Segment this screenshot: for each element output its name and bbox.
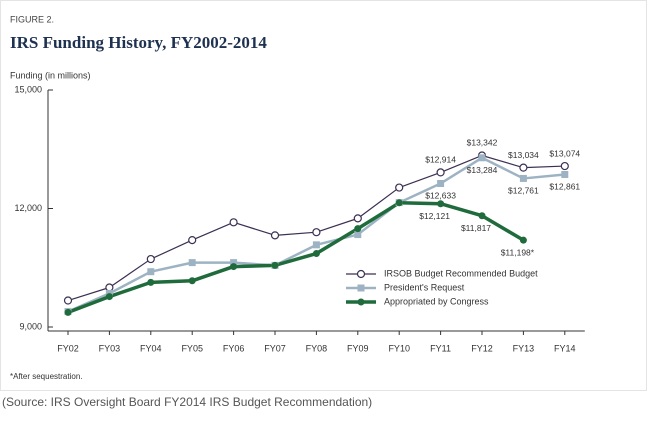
- data-point: [478, 212, 486, 220]
- y-tick-label: 9,000: [19, 321, 42, 331]
- x-tick-label: FY02: [57, 343, 79, 353]
- data-label: $12,633: [425, 191, 456, 201]
- data-point: [229, 218, 238, 227]
- data-point: [437, 179, 445, 187]
- data-point: [146, 254, 155, 264]
- data-label: $12,121: [419, 211, 450, 221]
- x-tick-label: FY07: [264, 343, 286, 353]
- footnote: *After sequestration.: [10, 372, 82, 381]
- data-point: [436, 168, 445, 177]
- data-point: [312, 228, 321, 237]
- data-point: [395, 199, 403, 207]
- data-point: [519, 163, 528, 172]
- data-point: [561, 170, 569, 178]
- data-label: $11,817: [461, 223, 491, 233]
- data-point: [147, 268, 155, 276]
- data-point: [353, 214, 362, 223]
- data-point: [312, 250, 320, 258]
- legend-box: [340, 264, 564, 310]
- legend-marker: [356, 269, 366, 279]
- x-tick-label: FY08: [306, 343, 328, 353]
- x-tick-label: FY09: [347, 343, 369, 353]
- data-point: [63, 296, 73, 305]
- chart-frame: [0, 0, 647, 391]
- legend-label: President's Request: [384, 282, 465, 292]
- data-point: [188, 259, 196, 267]
- data-point: [437, 200, 445, 208]
- legend: [340, 264, 564, 310]
- x-tick-label: FY10: [388, 343, 410, 353]
- data-point: [354, 225, 362, 233]
- data-point: [519, 174, 527, 182]
- data-point: [147, 278, 155, 286]
- data-label: $12,914: [425, 155, 456, 165]
- data-label: $11,198*: [501, 247, 535, 257]
- x-tick-label: FY14: [554, 343, 576, 353]
- y-tick-label: 15,000: [14, 84, 42, 94]
- data-point: [230, 259, 238, 267]
- x-tick-label: FY04: [140, 343, 162, 353]
- data-point: [519, 236, 527, 244]
- series-line: [67, 201, 525, 315]
- data-label: $12,761: [508, 186, 539, 196]
- data-point: [230, 263, 238, 271]
- data-point: [312, 241, 320, 249]
- chart-title: IRS Funding History, FY2002-2014: [10, 33, 267, 52]
- data-point: [188, 236, 197, 245]
- data-label: $13,284: [467, 165, 498, 175]
- x-tick-label: FY11: [430, 343, 451, 353]
- y-tick-label: 12,000: [14, 203, 42, 213]
- y-axis-label: Funding (in millions): [10, 70, 91, 80]
- legend-label: Appropriated by Congress: [384, 296, 489, 306]
- data-label: $12,861: [549, 182, 580, 192]
- data-label: $13,342: [467, 138, 498, 148]
- data-point: [271, 261, 279, 269]
- x-tick-label: FY06: [223, 343, 245, 353]
- legend-marker: [357, 284, 365, 292]
- data-point: [188, 277, 196, 285]
- x-tick-label: FY12: [471, 343, 493, 353]
- data-point: [105, 293, 113, 301]
- legend-label: IRSOB Budget Recommended Budget: [384, 268, 538, 278]
- data-point: [270, 231, 280, 240]
- data-point: [560, 161, 569, 171]
- data-point: [354, 231, 362, 239]
- data-label: $13,074: [549, 148, 580, 158]
- source: (Source: IRS Oversight Board FY2014 IRS …: [2, 395, 372, 409]
- data-point: [478, 154, 486, 162]
- data-point: [395, 183, 404, 192]
- x-tick-label: FY03: [99, 343, 121, 353]
- x-tick-label: FY05: [181, 343, 203, 353]
- data-point: [64, 308, 72, 316]
- legend-marker: [357, 298, 365, 306]
- x-tick-label: FY13: [513, 343, 535, 353]
- data-label: $13,034: [508, 150, 539, 160]
- chart-supertitle: FIGURE 2.: [10, 14, 54, 24]
